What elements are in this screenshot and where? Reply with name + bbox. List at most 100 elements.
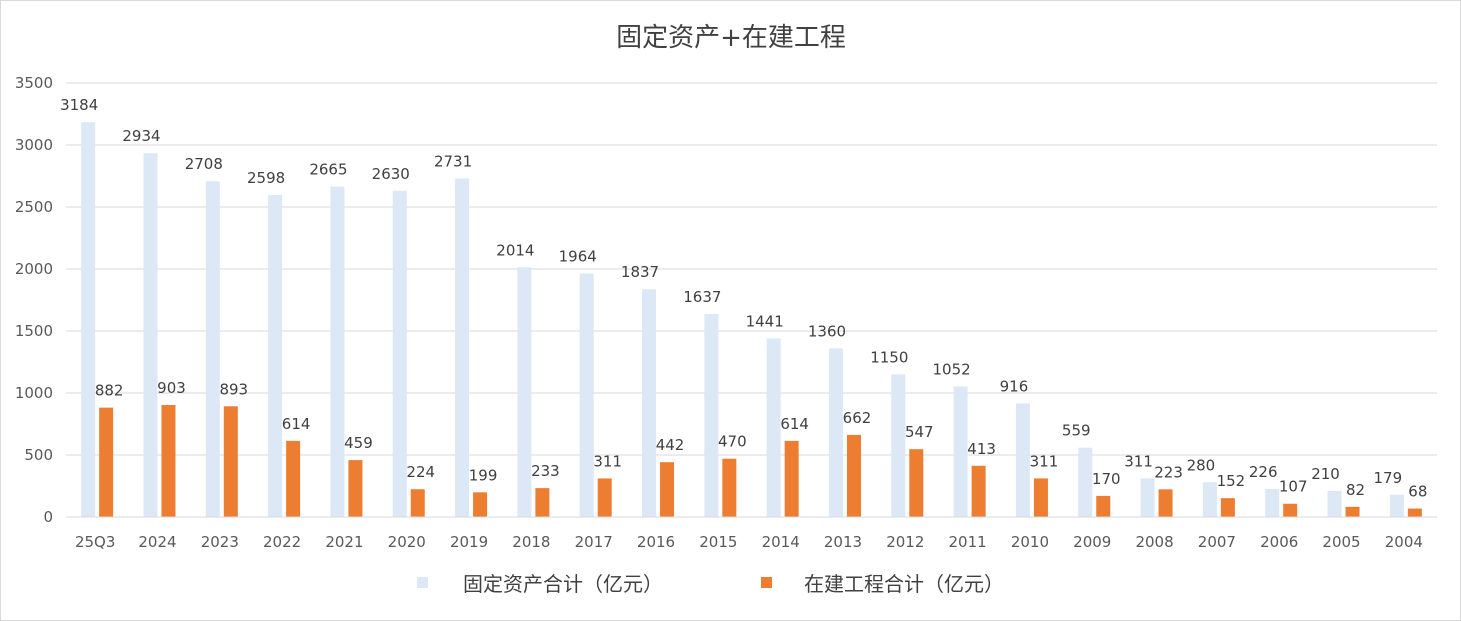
bar-fixed-assets bbox=[1015, 403, 1030, 517]
data-label-construction: 662 bbox=[843, 409, 872, 427]
data-label-fixed-assets: 2014 bbox=[496, 241, 534, 259]
y-tick-label: 500 bbox=[24, 446, 53, 464]
bar-construction bbox=[410, 489, 425, 517]
bar-construction bbox=[473, 492, 488, 517]
data-label-construction: 82 bbox=[1346, 481, 1365, 499]
data-label-fixed-assets: 2630 bbox=[372, 165, 410, 183]
data-label-fixed-assets: 2708 bbox=[185, 155, 223, 173]
bar-construction bbox=[1283, 503, 1298, 517]
x-tick-label: 2023 bbox=[201, 533, 239, 551]
x-tick-label: 2021 bbox=[325, 533, 363, 551]
data-label-construction: 893 bbox=[219, 380, 248, 398]
data-label-construction: 413 bbox=[967, 440, 996, 458]
y-tick-label: 2500 bbox=[15, 198, 53, 216]
legend: 固定资产合计（亿元） 在建工程合计（亿元） bbox=[417, 572, 1004, 596]
bar-fixed-assets bbox=[704, 314, 719, 517]
bar-fixed-assets bbox=[828, 348, 843, 517]
x-tick-label: 2012 bbox=[886, 533, 924, 551]
data-label-construction: 107 bbox=[1279, 478, 1308, 496]
bar-construction bbox=[1220, 498, 1235, 517]
data-label-construction: 224 bbox=[406, 463, 435, 481]
data-label-fixed-assets: 2598 bbox=[247, 169, 285, 187]
bar-construction bbox=[909, 449, 924, 517]
bar-fixed-assets bbox=[517, 267, 532, 517]
bar-fixed-assets bbox=[1265, 488, 1280, 517]
data-label-fixed-assets: 1837 bbox=[621, 263, 659, 281]
bar-construction bbox=[223, 406, 238, 517]
bar-fixed-assets bbox=[392, 190, 407, 517]
bar-construction bbox=[348, 460, 363, 517]
bar-fixed-assets bbox=[1327, 490, 1342, 517]
data-label-fixed-assets: 3184 bbox=[60, 96, 98, 114]
bar-fixed-assets bbox=[1078, 447, 1093, 517]
data-label-construction: 442 bbox=[656, 436, 685, 454]
y-axis: 0 500 1000 1500 2000 2500 3000 3500 bbox=[15, 74, 53, 526]
x-axis: 25Q3 2024 2023 2022 2021 2020 2019 2018 2017 2016… bbox=[66, 516, 1437, 551]
bar-construction bbox=[99, 407, 114, 517]
data-label-fixed-assets: 1637 bbox=[683, 288, 721, 306]
bar-fixed-assets bbox=[205, 181, 220, 517]
bar-construction bbox=[161, 405, 176, 517]
bar-construction bbox=[1407, 508, 1422, 517]
x-tick-label: 2007 bbox=[1198, 533, 1236, 551]
data-label-construction: 170 bbox=[1092, 470, 1121, 488]
data-label-construction: 882 bbox=[95, 382, 124, 400]
x-tick-label: 2019 bbox=[450, 533, 488, 551]
bar-construction bbox=[660, 462, 675, 517]
bar-fixed-assets bbox=[642, 289, 657, 517]
bar-fixed-assets bbox=[81, 122, 96, 518]
x-tick-label: 2017 bbox=[575, 533, 613, 551]
x-tick-label: 2011 bbox=[949, 533, 987, 551]
x-tick-label: 2024 bbox=[138, 533, 176, 551]
data-label-construction: 311 bbox=[593, 452, 622, 470]
y-tick-label: 3000 bbox=[15, 136, 53, 154]
bar-construction bbox=[971, 465, 986, 517]
bar-construction bbox=[1096, 495, 1111, 517]
y-tick-label: 1000 bbox=[15, 384, 53, 402]
x-tick-label: 2010 bbox=[1011, 533, 1049, 551]
data-label-fixed-assets: 1052 bbox=[933, 361, 971, 379]
data-labels: 3184 882 2934 903 2708 893 2598 614 2665 459 2630 2… bbox=[60, 96, 1427, 500]
x-tick-label: 25Q3 bbox=[75, 533, 115, 551]
data-label-construction: 470 bbox=[718, 433, 747, 451]
bar-construction bbox=[286, 440, 301, 517]
data-label-construction: 903 bbox=[157, 379, 186, 397]
data-label-construction: 614 bbox=[282, 415, 311, 433]
y-tick-label: 0 bbox=[43, 508, 53, 526]
data-label-construction: 233 bbox=[531, 462, 560, 480]
x-tick-label: 2013 bbox=[824, 533, 862, 551]
data-label-construction: 547 bbox=[905, 423, 934, 441]
y-tick-label: 2000 bbox=[15, 260, 53, 278]
bar-construction bbox=[597, 478, 612, 517]
data-label-fixed-assets: 210 bbox=[1311, 465, 1340, 483]
bar-fixed-assets bbox=[1140, 478, 1155, 517]
bar-fixed-assets bbox=[143, 153, 158, 517]
data-label-fixed-assets: 226 bbox=[1249, 463, 1278, 481]
bar-fixed-assets bbox=[1202, 482, 1217, 517]
bar-fixed-assets bbox=[766, 338, 781, 517]
legend-label-fixed-assets: 固定资产合计（亿元） bbox=[463, 572, 663, 596]
bar-construction bbox=[535, 488, 550, 517]
data-label-fixed-assets: 2665 bbox=[309, 161, 347, 179]
data-label-fixed-assets: 1964 bbox=[559, 247, 597, 265]
bar-fixed-assets bbox=[1389, 494, 1404, 517]
bar-construction bbox=[722, 458, 737, 517]
data-label-construction: 614 bbox=[780, 415, 809, 433]
y-tick-label: 3500 bbox=[15, 74, 53, 92]
x-tick-label: 2022 bbox=[263, 533, 301, 551]
data-label-fixed-assets: 1360 bbox=[808, 322, 846, 340]
bar-fixed-assets bbox=[891, 374, 906, 517]
bar-fixed-assets bbox=[268, 194, 283, 517]
data-label-construction: 152 bbox=[1217, 472, 1246, 490]
data-label-fixed-assets: 1150 bbox=[870, 348, 908, 366]
data-label-fixed-assets: 916 bbox=[1000, 377, 1029, 395]
x-tick-label: 2009 bbox=[1073, 533, 1111, 551]
bar-fixed-assets bbox=[330, 186, 345, 518]
bar-fixed-assets bbox=[953, 386, 968, 517]
legend-swatch-construction bbox=[761, 577, 772, 588]
bar-fixed-assets bbox=[579, 273, 594, 517]
data-label-construction: 311 bbox=[1030, 452, 1059, 470]
x-tick-label: 2018 bbox=[512, 533, 550, 551]
